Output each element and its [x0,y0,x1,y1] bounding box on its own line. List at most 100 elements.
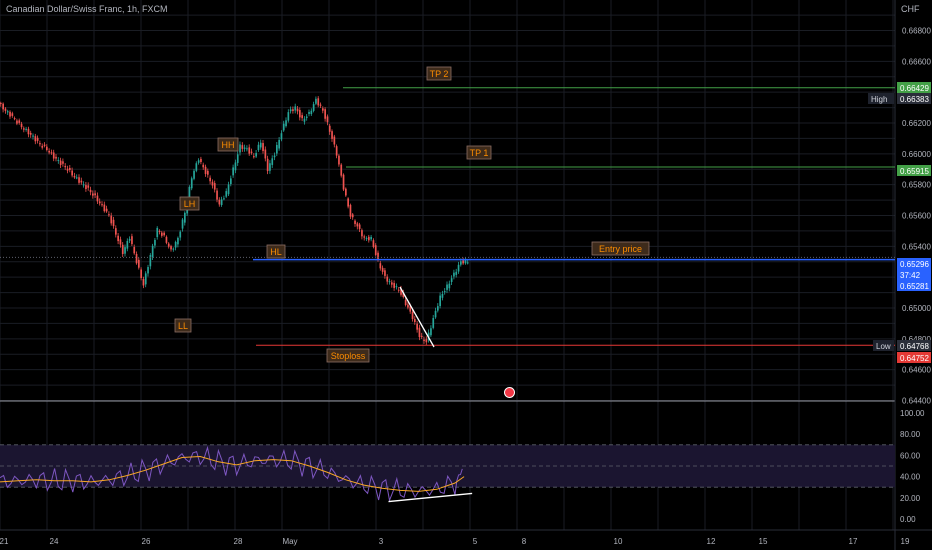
alert-icon[interactable] [504,387,515,398]
candle-body [138,259,140,268]
candle-body [71,170,73,176]
price-tag-high [897,93,931,104]
candle-body [299,110,301,118]
candle-body [342,174,345,190]
candle-body [384,270,386,276]
candle-body [450,278,453,282]
candle-body [377,252,379,260]
candle-body [248,147,251,154]
candle-body [149,255,152,267]
candle-body [184,212,186,223]
candle-body [239,144,241,153]
candle-body [388,281,391,283]
rsi-axis-label: 80.00 [900,430,921,439]
time-axis-label: 15 [759,537,768,546]
candle-body [181,219,184,229]
candle-body [209,177,211,182]
rsi-axis-label: 100.00 [900,409,925,418]
price-tag-label: 37:42 [900,271,921,280]
candle-body [280,133,283,140]
price-tag-stop [897,352,931,363]
candle-body [213,183,216,190]
annotation-box [174,318,192,333]
candle-body [119,239,122,245]
candle-body [420,335,423,337]
candle-body [322,108,324,111]
candle-body [115,228,117,235]
rsi-axis-label: 60.00 [900,451,921,460]
candle-body [351,214,354,218]
candle-body [446,284,448,290]
candle-body [124,247,126,254]
candle-body [46,146,48,151]
candle-body [333,136,336,145]
candle-body [317,98,320,106]
candle-body [368,236,370,241]
candle-body [340,164,343,176]
candle-body [195,163,198,171]
candle-body [179,231,182,238]
price-axis-label: 0.64400 [902,397,931,406]
candle-body [2,103,4,110]
candle-body [370,236,372,240]
candle-body [271,158,274,165]
price-badge [868,93,894,104]
price-tag-label: 0.64752 [900,354,929,363]
annotation-label: TP 1 [470,148,489,158]
annotation-box [466,145,492,160]
candle-body [105,208,108,212]
candle-body [147,267,149,274]
candle-body [193,170,195,179]
candle-body [292,109,294,111]
rsi-axis-label: 40.00 [900,473,921,482]
annotation-label: HL [270,247,282,257]
candle-body [172,248,175,250]
candle-body [418,327,421,338]
candle-body [407,304,409,308]
candle-body [455,271,458,275]
annotation-box [591,241,650,256]
candle-body [347,198,349,207]
candle-body [216,190,218,200]
candle-body [197,160,200,163]
candle-body [319,104,322,106]
candle-body [303,118,306,122]
price-trendline [399,286,435,348]
candle-body [255,153,257,157]
candle-body [4,108,7,111]
candle-body [253,156,255,158]
price-tag-label: 0.66429 [900,84,929,93]
candle-body [23,128,25,130]
candle-body [87,185,90,188]
candle-body [165,236,168,243]
rsi-line [0,445,463,503]
annotation-box [426,66,452,81]
candle-body [96,195,99,202]
candle-body [266,158,269,172]
candle-body [66,168,69,171]
candle-body [443,291,446,293]
candle-body [207,170,209,175]
candle-body [128,238,131,241]
candle-body [227,184,230,195]
price-tag-countdown [897,269,931,280]
candle-body [241,145,244,149]
candle-body [386,276,389,282]
candle-body [358,224,361,229]
candle-body [315,98,317,104]
candle-body [167,243,170,247]
candle-body [349,204,352,217]
symbol-title[interactable]: Canadian Dollar/Swiss Franc, 1h, FXCM [6,4,168,14]
candle-body [372,240,375,247]
candle-body [397,289,400,291]
candle-body [269,163,271,171]
price-axis-label: 0.66000 [902,150,931,159]
price-axis-label: 0.65600 [902,212,931,221]
candle-body [69,168,71,170]
candle-body [32,135,34,137]
candle-body [338,155,340,165]
candle-body [82,184,85,186]
currency-label: CHF [901,4,920,14]
candle-body [257,144,260,151]
